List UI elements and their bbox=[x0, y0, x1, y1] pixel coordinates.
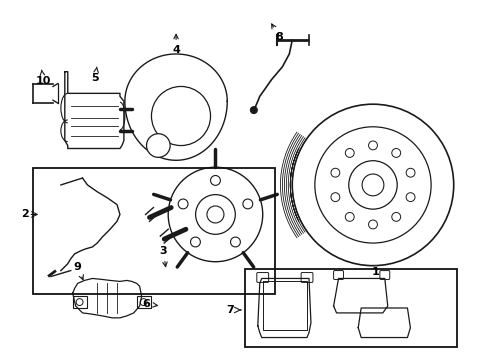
Circle shape bbox=[330, 193, 339, 202]
Bar bbox=[73, 296, 87, 308]
Text: 2: 2 bbox=[21, 210, 29, 220]
Polygon shape bbox=[358, 308, 409, 338]
Text: 9: 9 bbox=[74, 262, 83, 280]
Polygon shape bbox=[333, 278, 387, 313]
Text: 4: 4 bbox=[172, 34, 180, 55]
Circle shape bbox=[190, 237, 200, 247]
Circle shape bbox=[368, 220, 377, 229]
Text: 7: 7 bbox=[226, 305, 234, 315]
Circle shape bbox=[345, 212, 353, 221]
Circle shape bbox=[391, 212, 400, 221]
Circle shape bbox=[368, 141, 377, 150]
Circle shape bbox=[243, 199, 252, 209]
Circle shape bbox=[210, 176, 220, 185]
Text: 5: 5 bbox=[91, 67, 99, 82]
Bar bbox=[33, 168, 274, 294]
Circle shape bbox=[361, 174, 383, 196]
Text: 1: 1 bbox=[371, 266, 382, 289]
Circle shape bbox=[406, 168, 414, 177]
Text: 10: 10 bbox=[36, 70, 51, 86]
Circle shape bbox=[206, 206, 224, 223]
Polygon shape bbox=[257, 278, 310, 338]
Bar bbox=[137, 296, 151, 308]
Circle shape bbox=[406, 193, 414, 202]
Text: 6: 6 bbox=[142, 299, 157, 309]
Circle shape bbox=[330, 168, 339, 177]
Bar bbox=[244, 269, 456, 347]
Circle shape bbox=[345, 149, 353, 157]
Text: 8: 8 bbox=[271, 24, 283, 42]
Circle shape bbox=[250, 107, 257, 113]
Circle shape bbox=[230, 237, 240, 247]
Circle shape bbox=[391, 149, 400, 157]
Circle shape bbox=[178, 199, 187, 209]
Text: 3: 3 bbox=[159, 246, 167, 267]
Circle shape bbox=[146, 134, 170, 157]
